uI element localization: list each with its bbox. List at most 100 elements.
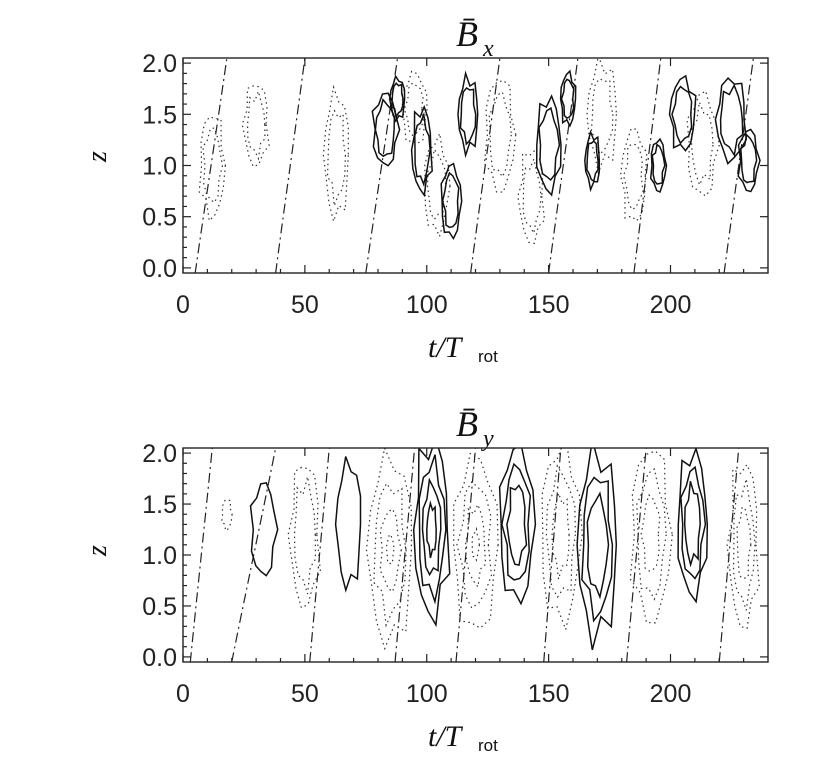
positive-contour-line <box>559 69 577 128</box>
negative-contour-line <box>386 533 395 565</box>
negative-contour-line <box>545 464 577 599</box>
positive-contour-line <box>586 140 599 183</box>
zero-contour-line <box>394 448 416 662</box>
positive-contour-line <box>414 111 431 187</box>
y-axis-label: z <box>82 545 113 557</box>
x-tick-label: 0 <box>176 680 190 708</box>
negative-contour-line <box>586 58 618 176</box>
negative-contour-line <box>202 127 224 204</box>
negative-contour-line <box>619 128 648 222</box>
zero-contour-line <box>633 58 662 273</box>
x-tick-label: 150 <box>528 680 570 708</box>
positive-contour-line <box>426 500 437 559</box>
negative-contour-line <box>690 99 714 187</box>
negative-contour-line <box>401 70 428 145</box>
x-tick-label: 100 <box>406 680 448 708</box>
y-tick-label: 1.5 <box>142 491 177 519</box>
y-tick-label: 1.5 <box>142 101 177 129</box>
zero-contour-line <box>723 58 754 273</box>
y-axis-label: z <box>82 151 113 163</box>
positive-contour-line <box>649 137 668 194</box>
y-tick-label: 0.0 <box>142 644 177 672</box>
negative-contour-line <box>246 89 266 161</box>
negative-contour-line <box>522 156 542 236</box>
zero-contour-line <box>275 58 306 273</box>
negative-contour-line <box>483 79 517 193</box>
positive-contour-line <box>334 456 362 593</box>
positive-contour-line <box>714 77 748 165</box>
contour-lines <box>194 58 761 273</box>
positive-contour-line <box>581 476 614 623</box>
positive-contour-line <box>457 70 479 159</box>
y-tick-label: 0.0 <box>142 255 177 283</box>
zero-contour-line <box>309 448 330 662</box>
x-axis-label-subscript: rot <box>478 347 498 366</box>
panel-by: B̄ y z t/T rot 0 50 100 150 200 0.0 0.5 1.0 1.5 2… <box>82 404 769 755</box>
x-axis-label-subscript: rot <box>478 736 498 755</box>
negative-contour-line <box>636 467 667 601</box>
panel-title: B̄ <box>456 404 478 444</box>
negative-contour-line <box>293 476 317 595</box>
zero-contour-line <box>189 448 213 662</box>
positive-contour-line <box>651 143 666 185</box>
negative-contour-line <box>453 452 499 629</box>
negative-contour-line <box>464 502 487 589</box>
negative-contour-line <box>541 448 583 632</box>
positive-contour-line <box>680 465 707 580</box>
x-tick-label: 0 <box>176 291 190 319</box>
positive-contour-line <box>538 106 561 181</box>
negative-contour-line <box>198 116 227 222</box>
positive-contour-line <box>671 85 693 145</box>
positive-contour-line <box>410 104 433 198</box>
negative-contour-line <box>686 90 720 197</box>
y-tick-label: 0.5 <box>142 204 177 232</box>
positive-contour-line <box>668 74 697 152</box>
panel-title-subscript: y <box>481 426 494 452</box>
positive-contour-line <box>249 482 279 577</box>
negative-contour-line <box>488 91 512 179</box>
x-tick-label: 200 <box>650 680 692 708</box>
positive-contour-line <box>506 484 528 566</box>
y-tick-label: 2.0 <box>142 440 177 468</box>
negative-contour-line <box>629 450 673 624</box>
y-tick-label: 1.0 <box>142 542 177 570</box>
zero-contour-line <box>548 58 579 273</box>
x-tick-label: 50 <box>291 680 319 708</box>
negative-contour-line <box>590 77 614 156</box>
negative-contour-line <box>732 478 756 611</box>
x-tick-label: 100 <box>406 291 448 319</box>
positive-contour-line <box>677 448 709 604</box>
positive-contour-line <box>459 87 477 146</box>
panel-title: B̄ <box>456 14 478 54</box>
negative-contour-line <box>551 491 570 580</box>
positive-contour-line <box>535 94 562 197</box>
negative-contour-line <box>726 463 760 630</box>
x-tick-label: 50 <box>291 291 319 319</box>
zero-contour-line <box>543 448 562 662</box>
negative-contour-line <box>622 143 644 211</box>
y-tick-label: 1.0 <box>142 153 177 181</box>
y-tick-label: 2.0 <box>142 50 177 78</box>
negative-contour-line <box>736 506 752 579</box>
negative-contour-line <box>373 482 407 628</box>
contour-lines <box>189 448 760 662</box>
negative-contour-line <box>379 508 402 593</box>
x-axis-label: t/T <box>428 720 464 753</box>
axes: 0 50 100 150 200 0.0 0.5 1.0 1.5 2.0 <box>142 440 769 708</box>
zero-contour-line <box>231 448 277 662</box>
zero-contour-line <box>718 448 740 662</box>
zero-contour-line <box>365 58 399 273</box>
positive-contour-line <box>584 129 601 193</box>
panel-bx: B̄ x z t/T rot 0 50 100 150 200 0.0 0.5 1.0 1.5 2… <box>82 14 769 366</box>
x-tick-label: 150 <box>528 291 570 319</box>
zero-contour-line <box>455 448 477 662</box>
y-tick-label: 0.5 <box>142 593 177 621</box>
positive-contour-line <box>388 74 406 123</box>
negative-contour-line <box>220 499 233 532</box>
positive-contour-line <box>737 128 761 193</box>
positive-contour-line <box>441 171 460 229</box>
negative-contour-line <box>322 84 349 224</box>
positive-contour-line <box>418 454 447 605</box>
negative-contour-line <box>241 85 270 168</box>
